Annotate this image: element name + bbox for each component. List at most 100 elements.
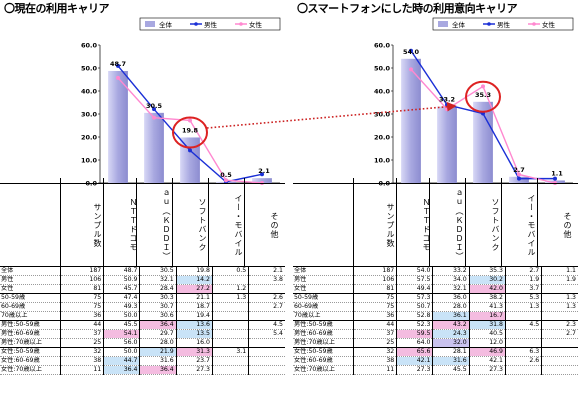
- table-cell: 59.5: [396, 329, 433, 339]
- sample-count: 75: [59, 302, 104, 312]
- data-label: 0.5: [220, 171, 232, 179]
- data-label: 35.3: [475, 91, 491, 99]
- legend-item-all: 全体: [438, 20, 466, 29]
- table-cell: [541, 338, 578, 348]
- crosstab-table: 全体 187 48.7 30.5 19.8 0.5 2.1 男性 106 50.9 32.1 14.2…: [0, 266, 285, 375]
- sample-count: 75: [352, 293, 397, 303]
- y-tick-label: 10.0: [374, 157, 391, 165]
- table-cell: 3.1: [211, 347, 249, 357]
- table-cell: 27.3: [468, 365, 506, 375]
- sample-count: 11: [59, 365, 104, 375]
- data-label: 2.1: [258, 167, 270, 175]
- legend-label: 女性: [249, 20, 263, 29]
- table-cell: [541, 284, 578, 294]
- legend-label: 全体: [452, 20, 466, 29]
- table-cell: 47.4: [103, 293, 140, 303]
- table-cell: [248, 347, 285, 357]
- table-cell: 2.7: [504, 266, 542, 276]
- legend-label: 男性: [497, 20, 511, 29]
- row-label: 女性: [0, 284, 61, 294]
- table-cell: [211, 329, 249, 339]
- series-point: [152, 107, 156, 112]
- table-cell: [248, 311, 285, 321]
- table-cell: 0.5: [211, 266, 249, 276]
- sample-count: 32: [352, 347, 397, 357]
- table-cell: 23.7: [175, 356, 213, 366]
- column-header: その他: [537, 178, 573, 266]
- row-label: 60-69歳: [293, 302, 354, 312]
- table-cell: 30.5: [139, 266, 177, 276]
- table-top-border: [293, 183, 578, 184]
- table-cell: 27.3: [396, 365, 433, 375]
- legend-item-all: 全体: [145, 20, 173, 29]
- legend-item-female: 女性: [528, 20, 556, 29]
- table-row: 男性 106 57.5 34.0 30.2 1.9 1.9: [293, 275, 578, 285]
- table-cell: 31.6: [139, 356, 177, 366]
- table-cell: 18.7: [175, 302, 213, 312]
- table-cell: 2.1: [248, 266, 285, 276]
- table-cell: 50.0: [103, 311, 140, 321]
- table-cell: 19.8: [175, 266, 213, 276]
- table-cell: 30.3: [139, 293, 177, 303]
- legend-item-male: 男性: [190, 20, 218, 29]
- column-header: ＮＴＴドコモ: [396, 178, 432, 266]
- y-tick-label: 20.0: [81, 134, 98, 142]
- table-cell: 14.2: [175, 275, 213, 285]
- table-cell: [504, 338, 542, 348]
- table-cell: 1.3: [504, 302, 542, 312]
- table-cell: 56.0: [103, 338, 140, 348]
- current-carrier-chart: 全体 男性 女性60.050.040.030.020.010.00.048.730.…: [81, 17, 281, 188]
- table-cell: [211, 356, 249, 366]
- table-cell: 1.9: [504, 275, 542, 285]
- series-point: [260, 172, 264, 177]
- sample-count: 37: [352, 329, 397, 339]
- row-label: 50-59歳: [293, 293, 354, 303]
- row-label: 男性:50-59歳: [293, 320, 354, 330]
- table-cell: [504, 311, 542, 321]
- bar-1: [437, 106, 457, 183]
- sample-count: 81: [59, 284, 104, 294]
- data-label: 19.8: [182, 126, 199, 134]
- row-label: 女性:70歳以上: [293, 365, 354, 375]
- series-point: [116, 75, 120, 80]
- table-row: 70歳以上 36 52.8 36.1 16.7: [293, 311, 578, 321]
- column-header: ａｕ（ＫＤＤＩ）: [429, 178, 465, 266]
- table-cell: 36.1: [432, 311, 470, 321]
- series-point: [481, 84, 485, 89]
- table-cell: 4.5: [248, 320, 285, 330]
- table-cell: 32.1: [432, 284, 470, 294]
- row-label: 男性:70歳以上: [293, 338, 354, 348]
- table-cell: 2.6: [248, 293, 285, 303]
- series-point: [188, 118, 192, 123]
- column-header: ソフトバンク: [465, 178, 501, 266]
- series-point: [517, 172, 521, 177]
- table-row: 女性:50-59歳 32 65.6 28.1 46.9 6.3: [293, 347, 578, 357]
- table-cell: 21.1: [175, 293, 213, 303]
- table-cell: 29.7: [139, 329, 177, 339]
- series-point: [517, 176, 521, 181]
- row-label: 女性:50-59歳: [0, 347, 61, 357]
- series-point: [409, 48, 413, 53]
- sample-count: 44: [59, 320, 104, 330]
- row-label: 女性: [293, 284, 354, 294]
- table-cell: 34.0: [432, 275, 470, 285]
- series-point: [188, 148, 192, 153]
- current-carrier-panel: 〇現在の利用キャリア 全体 男性 女性 60.0 50.0 40.0 30.0 20.0 10.…: [0, 0, 285, 400]
- current-carrier-title: 〇現在の利用キャリア: [4, 2, 110, 15]
- table-cell: 44.7: [103, 356, 140, 366]
- table-cell: 32.0: [432, 338, 470, 348]
- table-cell: 28.1: [432, 347, 470, 357]
- table-cell: 1.3: [541, 293, 578, 303]
- series-point: [224, 178, 228, 183]
- table-row: 男性:70歳以上 25 56.0 28.0 16.0: [0, 338, 285, 348]
- table-cell: 13.5: [175, 329, 213, 339]
- sample-count: 32: [59, 347, 104, 357]
- table-cell: [504, 365, 542, 375]
- table-cell: 49.4: [396, 284, 433, 294]
- sample-count: 106: [352, 275, 397, 285]
- column-header: ａｕ（ＫＤＤＩ）: [136, 178, 172, 266]
- table-cell: [541, 356, 578, 366]
- table-cell: 1.9: [541, 275, 578, 285]
- sample-count: 187: [59, 266, 104, 276]
- table-cell: 28.0: [432, 302, 470, 312]
